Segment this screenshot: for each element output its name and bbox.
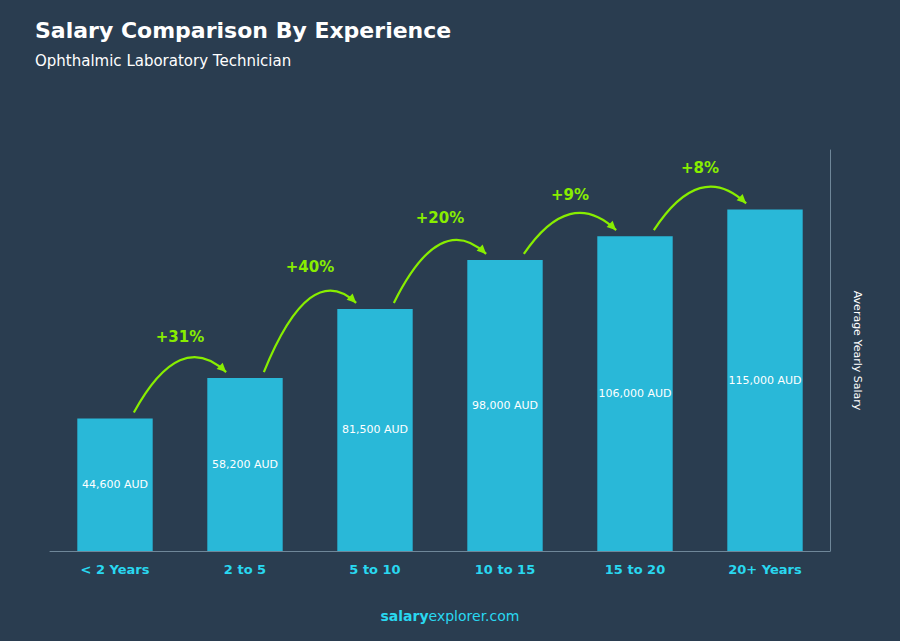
svg-text:+9%: +9% <box>551 186 589 204</box>
svg-text:salary: salary <box>381 608 429 624</box>
svg-text:Ophthalmic Laboratory Technici: Ophthalmic Laboratory Technician <box>35 52 291 70</box>
svg-text:+20%: +20% <box>416 209 464 227</box>
svg-text:+8%: +8% <box>681 159 719 177</box>
svg-text:44,600 AUD: 44,600 AUD <box>82 478 148 491</box>
svg-text:106,000 AUD: 106,000 AUD <box>598 387 671 400</box>
svg-text:Average Yearly Salary: Average Yearly Salary <box>851 291 864 411</box>
svg-text:20+ Years: 20+ Years <box>728 562 802 577</box>
svg-text:< 2 Years: < 2 Years <box>81 562 150 577</box>
svg-text:+31%: +31% <box>156 328 204 346</box>
svg-text:15 to 20: 15 to 20 <box>605 562 665 577</box>
svg-text:+40%: +40% <box>286 258 334 276</box>
svg-text:98,000 AUD: 98,000 AUD <box>472 399 538 412</box>
svg-text:2 to 5: 2 to 5 <box>224 562 266 577</box>
svg-text:5 to 10: 5 to 10 <box>349 562 400 577</box>
svg-text:115,000 AUD: 115,000 AUD <box>728 374 801 387</box>
svg-text:10 to 15: 10 to 15 <box>475 562 535 577</box>
svg-text:Salary Comparison By Experienc: Salary Comparison By Experience <box>35 18 451 43</box>
svg-text:58,200 AUD: 58,200 AUD <box>212 458 278 471</box>
svg-text:explorer.com: explorer.com <box>429 608 520 624</box>
svg-text:81,500 AUD: 81,500 AUD <box>342 423 408 436</box>
